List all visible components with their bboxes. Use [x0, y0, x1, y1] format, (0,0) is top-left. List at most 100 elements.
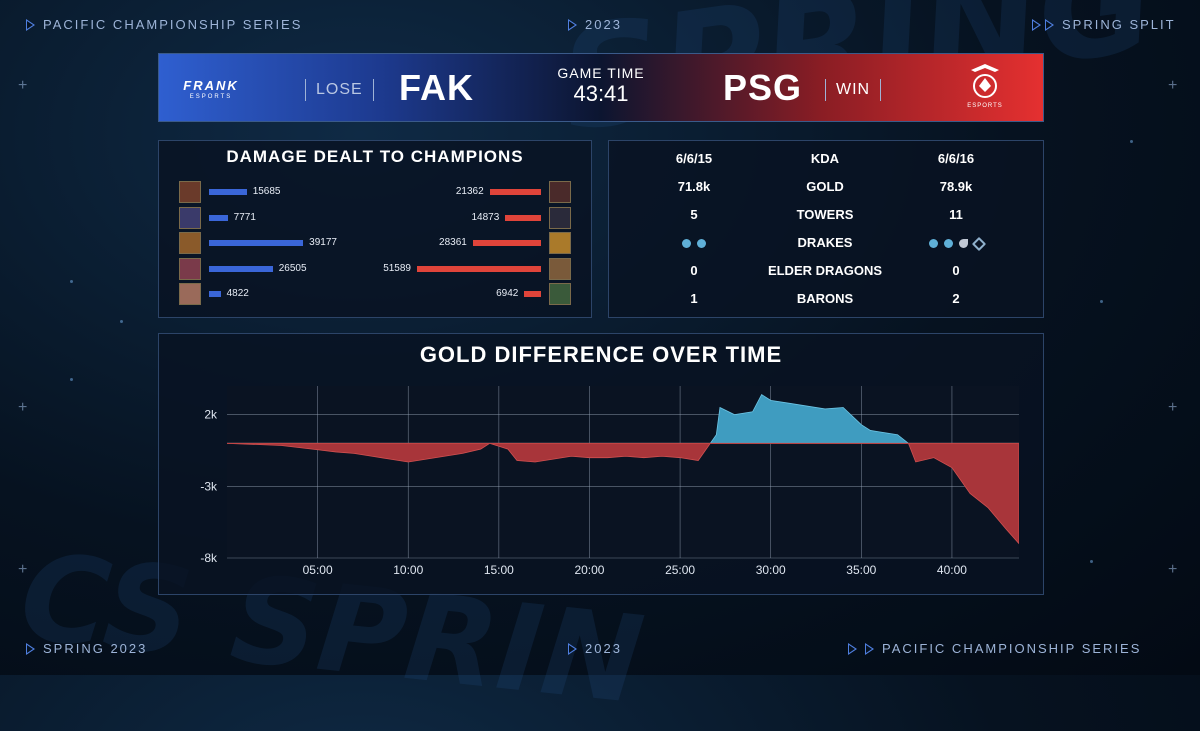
- ocean-drake-icon: [943, 239, 953, 249]
- stat-right-value: 11: [949, 207, 963, 222]
- stat-right-value: 2: [952, 291, 960, 306]
- right-damage-bar: [524, 291, 541, 297]
- left-damage-value: 7771: [233, 211, 256, 223]
- decor-plus: +: [1168, 399, 1178, 416]
- x-tick-label: 35:00: [846, 563, 876, 577]
- x-tick-label: 30:00: [756, 563, 786, 577]
- right-damage-bar: [489, 189, 541, 195]
- triangle-icon: [568, 18, 577, 31]
- game-time-value: 43:41: [573, 81, 629, 106]
- stat-row: 71.8k GOLD 78.9k: [609, 175, 1041, 199]
- infernal-drake-icon: [958, 239, 968, 249]
- right-damage-value: 21362: [455, 186, 484, 197]
- triangle-icon: [568, 642, 577, 655]
- right-team-code: PSG: [723, 67, 803, 108]
- header-right: SPRING SPLIT: [1032, 17, 1176, 32]
- triangle-icon: [848, 642, 857, 655]
- chart-title: GOLD DIFFERENCE OVER TIME: [419, 342, 783, 367]
- stat-label: TOWERS: [796, 207, 854, 222]
- gold-chart-panel: GOLD DIFFERENCE OVER TIME 2k -3k -8k 05:00 1…: [158, 333, 1044, 595]
- footer-left-label: SPRING 2023: [43, 641, 148, 656]
- stat-left-value: 5: [690, 207, 698, 222]
- right-champion-portrait: [549, 181, 571, 203]
- left-damage-bar: [209, 291, 221, 297]
- decor-plus: +: [18, 399, 28, 416]
- left-team-result: LOSE: [305, 79, 374, 101]
- gold-area-positive: [227, 394, 1019, 444]
- x-tick-label: 40:00: [937, 563, 967, 577]
- footer-center-label: 2023: [585, 641, 622, 656]
- header-right-label: SPRING SPLIT: [1062, 17, 1176, 32]
- stat-row: DRAKES: [609, 231, 1041, 255]
- stat-label: BARONS: [796, 291, 854, 306]
- stat-left-value: 0: [690, 263, 698, 278]
- header-center: 2023: [568, 17, 622, 32]
- left-damage-bar: [209, 189, 247, 195]
- frank-esports-logo: FRANK ESPORTS: [181, 78, 241, 100]
- decor-plus: +: [1168, 77, 1178, 94]
- decor-dot: [70, 378, 73, 381]
- right-team-result: WIN: [825, 79, 882, 101]
- x-tick-label: 05:00: [303, 563, 333, 577]
- decor-plus: +: [1168, 561, 1178, 578]
- right-damage-bar: [417, 265, 541, 272]
- left-damage-value: 4822: [226, 288, 249, 299]
- damage-panel-title: DAMAGE DEALT TO CHAMPIONS: [226, 147, 524, 166]
- stats-panel: 6/6/15 KDA 6/6/16 71.8k GOLD 78.9k 5 TOWERS 11 DR…: [608, 140, 1044, 318]
- stat-left-value: 1: [690, 291, 698, 306]
- stat-label: KDA: [810, 151, 840, 166]
- right-damage-value: 14873: [471, 211, 500, 223]
- right-damage-value: 6942: [496, 288, 519, 299]
- triangle-icon: [26, 642, 35, 655]
- stat-row: 0 ELDER DRAGONS 0: [609, 259, 1041, 283]
- stat-right-value: 6/6/16: [937, 151, 975, 166]
- right-damage-value: 51589: [383, 262, 411, 274]
- damage-row: 4822 6942: [159, 283, 591, 305]
- left-damage-bar: [209, 265, 273, 272]
- stat-right-value: 78.9k: [939, 179, 973, 194]
- triangle-icon: [1032, 18, 1041, 31]
- x-tick-label: 25:00: [665, 563, 695, 577]
- left-damage-value: 15685: [252, 186, 281, 197]
- left-damage-bar: [209, 240, 304, 246]
- right-damage-bar: [472, 240, 541, 246]
- triangle-icon: [865, 642, 874, 655]
- footer-right-label: PACIFIC CHAMPIONSHIP SERIES: [882, 641, 1142, 656]
- decor-dot: [1100, 300, 1103, 303]
- damage-row: 39177 28361: [159, 232, 591, 254]
- header-center-label: 2023: [585, 17, 622, 32]
- left-team-code: FAK: [399, 67, 474, 108]
- psg-crest-icon: [971, 64, 999, 98]
- damage-panel: DAMAGE DEALT TO CHAMPIONS 15685 21362 7771…: [158, 140, 592, 318]
- damage-row: 7771 14873: [159, 206, 591, 229]
- left-champion-portrait: [179, 206, 201, 229]
- left-champion-portrait: [179, 257, 201, 280]
- decor-plus: +: [18, 77, 28, 94]
- damage-row: 26505 51589: [159, 257, 591, 280]
- right-champion-portrait: [549, 206, 571, 229]
- damage-row: 15685 21362: [159, 181, 591, 203]
- decor-dot: [70, 280, 73, 283]
- team-logo-subtext: ESPORTS: [189, 94, 233, 100]
- gold-difference-chart: 2k -3k -8k 05:00 10:00 15:00 20:00 25:00 30:00 35…: [200, 386, 1019, 577]
- right-champion-portrait: [549, 283, 571, 305]
- match-scorebar: FRANK ESPORTS LOSE FAK GAME TIME 43:41 P…: [158, 53, 1044, 122]
- ocean-drake-icon: [697, 239, 706, 249]
- footer-right: PACIFIC CHAMPIONSHIP SERIES: [848, 641, 1141, 656]
- y-tick-label: -3k: [200, 479, 218, 493]
- team-logo-text: FRANK: [183, 78, 239, 93]
- stat-right-value: 0: [952, 263, 960, 278]
- y-tick-label: -8k: [200, 551, 218, 565]
- stat-left-value: [639, 235, 749, 250]
- ocean-drake-icon: [928, 239, 938, 249]
- stat-right-value: [901, 235, 1011, 251]
- stat-label: ELDER DRAGONS: [767, 263, 883, 278]
- game-time: GAME TIME 43:41: [551, 65, 651, 107]
- team-logo-subtext: ESPORTS: [967, 103, 1003, 109]
- header-left: PACIFIC CHAMPIONSHIP SERIES: [26, 17, 302, 32]
- decor-dot: [1090, 560, 1093, 563]
- stat-label: GOLD: [806, 179, 844, 194]
- cloud-drake-icon: [971, 236, 986, 251]
- x-tick-label: 10:00: [393, 563, 423, 577]
- right-champion-portrait: [549, 232, 571, 254]
